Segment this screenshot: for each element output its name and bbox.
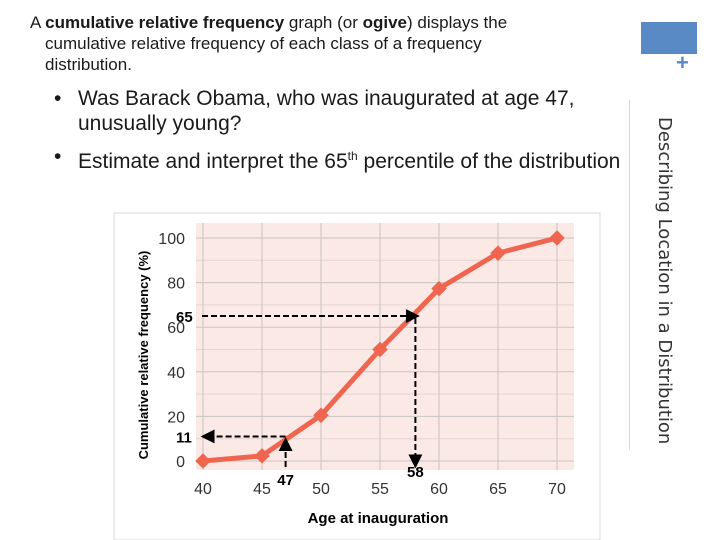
bullet-item: • Estimate and interpret the 65th percen… xyxy=(52,144,627,174)
bullet-item: • Was Barack Obama, who was inaugurated … xyxy=(52,86,627,136)
y-tick-label: 0 xyxy=(176,454,185,471)
x-tick-label: 40 xyxy=(194,481,212,498)
bullet-superscript: th xyxy=(347,149,358,163)
corner-accent-box xyxy=(641,22,697,54)
intro-line-1: A cumulative relative frequency graph (o… xyxy=(30,12,620,33)
bullet-text-part: Estimate and interpret the 65 xyxy=(78,150,348,173)
intro-text-1: A xyxy=(30,13,46,32)
plus-icon: + xyxy=(676,50,689,75)
y-tick-label: 80 xyxy=(167,276,185,293)
intro-line-2: cumulative relative frequency of each cl… xyxy=(45,34,482,53)
annotations: 65 11 47 58 xyxy=(176,309,424,489)
label-11: 11 xyxy=(176,429,192,446)
bullet-text: Was Barack Obama, who was inaugurated at… xyxy=(78,87,575,135)
x-tick-label: 60 xyxy=(430,481,448,498)
data-point xyxy=(195,453,211,469)
label-65: 65 xyxy=(176,309,193,326)
bullet-list: • Was Barack Obama, who was inaugurated … xyxy=(52,86,627,182)
x-tick-label: 45 xyxy=(253,481,271,498)
y-axis-title: Cumulative relative frequency (%) xyxy=(136,251,151,460)
bullet-glyph: • xyxy=(54,145,62,168)
y-tick-label: 100 xyxy=(158,231,185,248)
intro-line-3: distribution. xyxy=(45,55,132,74)
intro-term-cumulative: cumulative relative frequency xyxy=(45,13,285,32)
x-tick-label: 55 xyxy=(371,481,389,498)
x-tick-label: 50 xyxy=(312,481,330,498)
gridlines xyxy=(196,223,574,470)
bullet-glyph: • xyxy=(54,87,62,110)
sidebar-divider xyxy=(629,100,630,450)
intro-text-2: graph (or xyxy=(284,13,363,32)
bullet-text-part: percentile of the distribution xyxy=(357,150,621,173)
label-58: 58 xyxy=(407,464,424,481)
data-point xyxy=(549,230,565,246)
intro-text: A cumulative relative frequency graph (o… xyxy=(30,12,620,75)
x-axis-title: Age at inauguration xyxy=(308,510,449,527)
bullet-text: Estimate and interpret the 65th percenti… xyxy=(78,149,621,173)
x-tick-label: 65 xyxy=(489,481,507,498)
x-tick-label: 70 xyxy=(548,481,566,498)
label-47: 47 xyxy=(277,472,294,489)
intro-text-3: ) displays the xyxy=(407,13,508,32)
intro-term-ogive: ogive xyxy=(362,13,408,32)
y-tick-label: 60 xyxy=(167,320,185,337)
y-tick-label: 20 xyxy=(167,409,185,426)
y-tick-label: 40 xyxy=(167,365,185,382)
